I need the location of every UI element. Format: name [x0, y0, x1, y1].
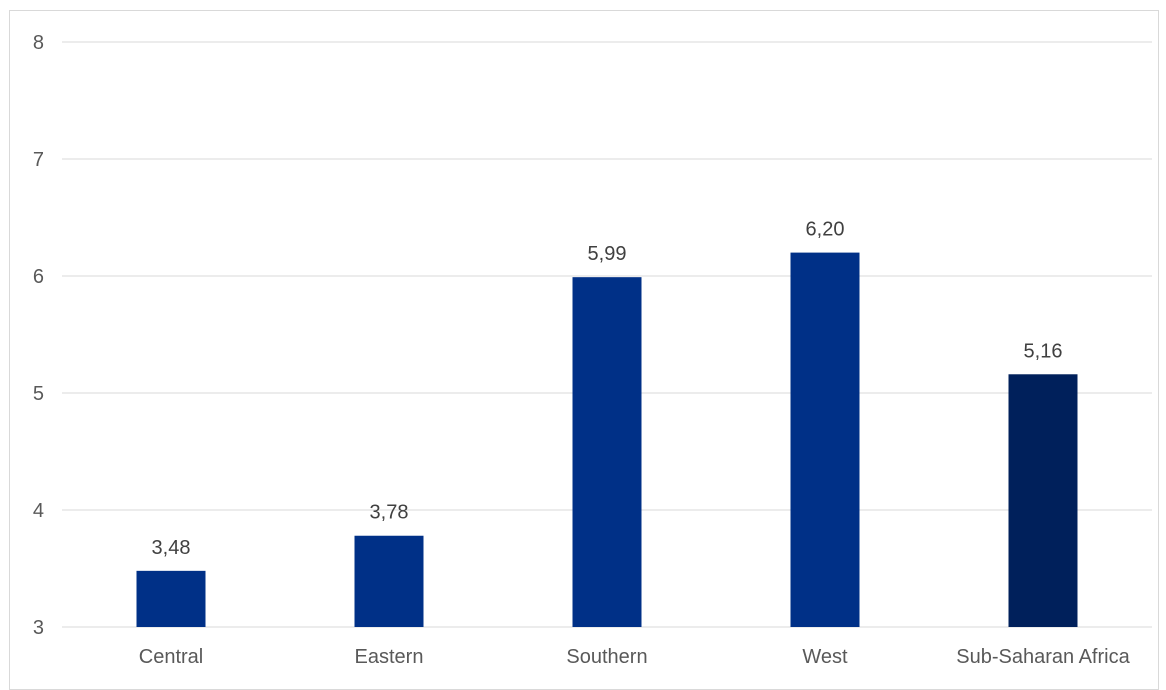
y-tick-label: 8 [33, 32, 44, 54]
data-label: 6,20 [806, 219, 845, 241]
data-labels: 3,48 3,78 5,99 6,20 5,16 [152, 219, 1063, 559]
y-axis-ticks: 3 4 5 6 7 8 [33, 32, 44, 639]
y-tick-label: 3 [33, 617, 44, 639]
data-label: 5,16 [1024, 340, 1063, 362]
y-tick-label: 5 [33, 383, 44, 405]
bar-sub-saharan-africa [1008, 374, 1078, 627]
x-tick-label: Central [139, 646, 203, 668]
x-tick-label: Sub-Saharan Africa [956, 646, 1130, 668]
x-tick-label: West [802, 646, 848, 668]
data-label: 3,48 [152, 537, 191, 559]
data-label: 3,78 [370, 502, 409, 524]
bar-chart: 3 4 5 6 7 8 3,48 3,78 5,99 6,20 5,16 Central Easte… [33, 32, 1152, 668]
y-tick-label: 4 [33, 500, 44, 522]
x-axis-ticks: Central Eastern Southern West Sub-Saharan Af… [139, 646, 1131, 668]
y-tick-label: 6 [33, 266, 44, 288]
bar-west [790, 252, 860, 627]
y-tick-label: 7 [33, 149, 44, 171]
x-tick-label: Southern [566, 646, 647, 668]
gridlines [62, 41, 1152, 628]
x-tick-label: Eastern [355, 646, 424, 668]
data-label: 5,99 [588, 243, 627, 265]
bars [136, 252, 1078, 627]
bar-eastern [354, 535, 424, 627]
bar-southern [572, 277, 642, 627]
bar-central [136, 570, 206, 627]
